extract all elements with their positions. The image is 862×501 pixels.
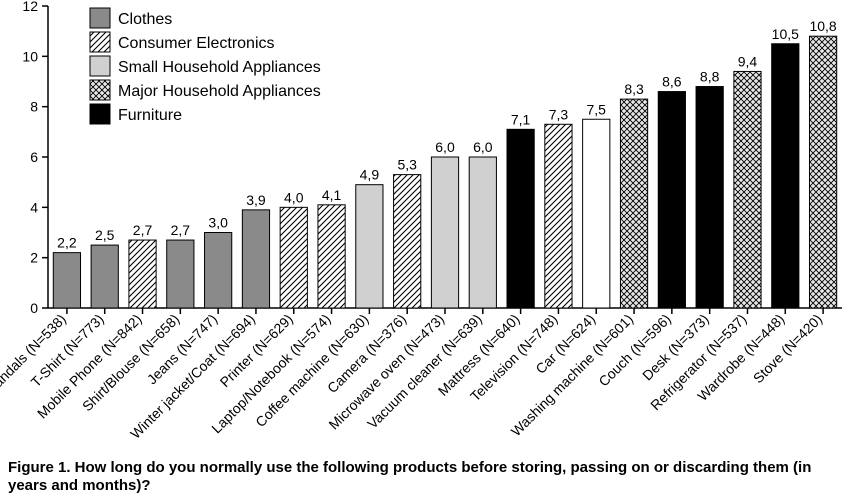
bar-value-label: 5,3	[397, 157, 417, 173]
legend-swatch	[90, 56, 110, 76]
legend-swatch	[90, 104, 110, 124]
legend-swatch	[90, 8, 110, 28]
bar-value-label: 4,9	[360, 167, 380, 183]
bar-value-label: 8,8	[700, 69, 720, 85]
bar-value-label: 7,1	[511, 111, 531, 127]
bar-value-label: 6,0	[473, 139, 493, 155]
bar	[469, 157, 496, 308]
bar	[91, 245, 118, 308]
bar-chart: 0246810122,2Sandals (N=538)2,5T-Shirt (N…	[0, 0, 862, 501]
bar	[242, 210, 269, 308]
legend-label: Consumer Electronics	[118, 35, 275, 52]
y-tick-label: 12	[22, 0, 38, 14]
bar-value-label: 4,1	[322, 187, 342, 203]
bar-value-label: 7,3	[549, 106, 569, 122]
bar-value-label: 6,0	[435, 139, 455, 155]
bar	[280, 207, 307, 308]
bar-value-label: 2,5	[95, 227, 115, 243]
bar-value-label: 9,4	[738, 53, 758, 69]
legend-label: Clothes	[118, 11, 172, 28]
y-tick-label: 2	[30, 250, 38, 266]
bar-value-label: 10,5	[772, 26, 799, 42]
bar	[583, 119, 610, 308]
bar-value-label: 8,6	[662, 74, 682, 90]
bar	[545, 124, 572, 308]
legend-swatch	[90, 80, 110, 100]
bar	[356, 185, 383, 308]
bar	[205, 233, 232, 309]
y-tick-label: 0	[30, 300, 38, 316]
bar-value-label: 4,0	[284, 189, 304, 205]
legend-label: Major Household Appliances	[118, 83, 321, 100]
figure-caption: Figure 1. How long do you normally use t…	[8, 459, 848, 495]
y-tick-label: 8	[30, 99, 38, 115]
bar	[809, 36, 836, 308]
bar	[734, 71, 761, 308]
bar	[53, 253, 80, 308]
bar	[696, 87, 723, 308]
y-tick-label: 6	[30, 149, 38, 165]
bar-value-label: 2,7	[171, 222, 191, 238]
bar	[129, 240, 156, 308]
bar-value-label: 8,3	[624, 81, 644, 97]
legend-label: Small Household Appliances	[118, 59, 321, 76]
bar	[167, 240, 194, 308]
y-tick-label: 4	[30, 199, 38, 215]
bar	[394, 175, 421, 308]
bar	[658, 92, 685, 308]
bar	[507, 129, 534, 308]
bar-value-label: 10,8	[809, 18, 836, 34]
bar-value-label: 2,7	[133, 222, 153, 238]
bar-value-label: 2,2	[57, 235, 77, 251]
bar-value-label: 3,0	[208, 215, 228, 231]
bar	[318, 205, 345, 308]
bar	[620, 99, 647, 308]
bar	[772, 44, 799, 308]
x-tick-label: Stove (N=420)	[750, 311, 825, 386]
bar-value-label: 3,9	[246, 192, 266, 208]
legend-swatch	[90, 32, 110, 52]
bar-value-label: 7,5	[587, 101, 607, 117]
y-tick-label: 10	[22, 48, 38, 64]
bar	[431, 157, 458, 308]
legend-label: Furniture	[118, 107, 182, 124]
